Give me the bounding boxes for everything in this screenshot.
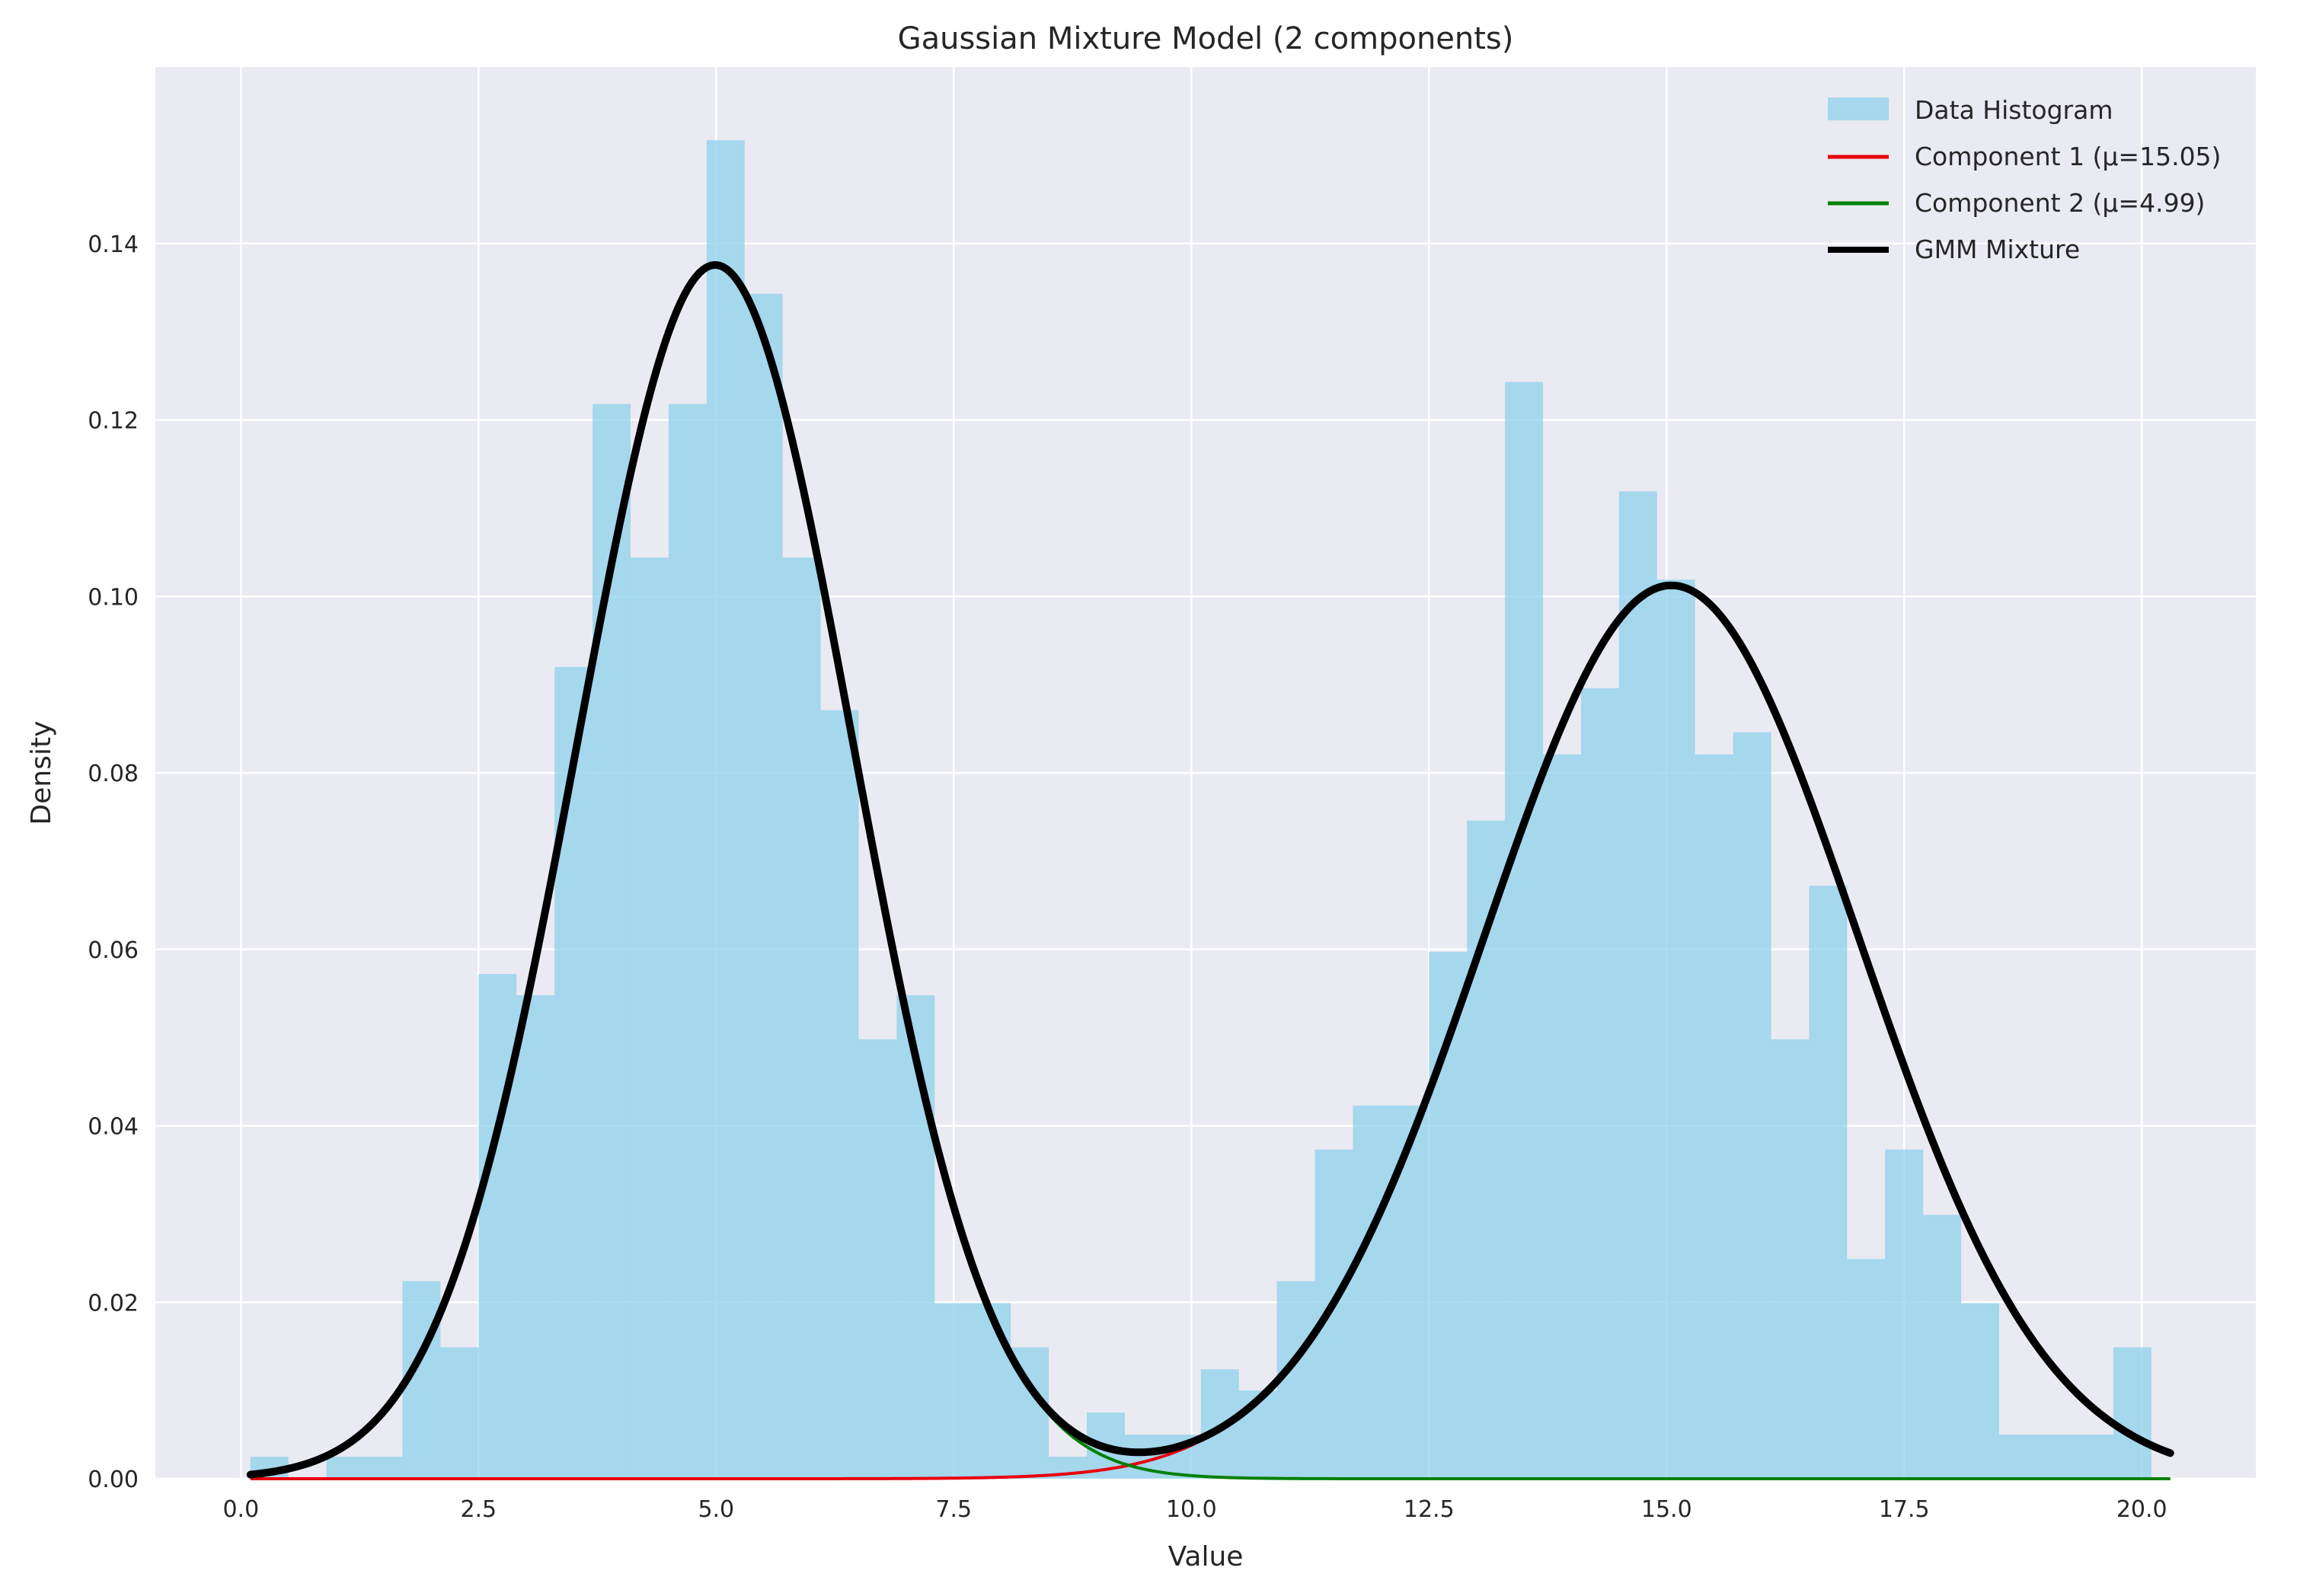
histogram-bar <box>1315 1149 1353 1479</box>
histogram-bar <box>554 666 593 1479</box>
histogram-bar <box>1618 491 1657 1479</box>
histogram-bar <box>934 1303 973 1479</box>
x-tick-label: 0.0 <box>222 1496 259 1523</box>
histogram-bar <box>1543 754 1581 1479</box>
histogram-bar <box>1353 1105 1391 1479</box>
y-tick-label: 0.14 <box>88 231 139 258</box>
histogram-bar <box>1695 754 1733 1479</box>
histogram-bar <box>973 1303 1011 1479</box>
x-tick-label: 17.5 <box>1879 1496 1930 1523</box>
legend-label: Component 1 (μ=15.05) <box>1915 142 2221 171</box>
legend-label: Data Histogram <box>1915 95 2113 125</box>
histogram-bar <box>2075 1435 2113 1479</box>
histogram-bar <box>516 995 555 1479</box>
y-tick-label: 0.02 <box>88 1290 139 1317</box>
legend-label: Component 2 (μ=4.99) <box>1915 188 2205 218</box>
y-tick-label: 0.08 <box>88 761 139 787</box>
histogram-bar <box>1809 886 1848 1479</box>
histogram-bar <box>1505 381 1544 1479</box>
histogram-bar <box>1771 1039 1810 1479</box>
x-tick-label: 5.0 <box>698 1496 734 1523</box>
x-tick-label: 12.5 <box>1404 1496 1455 1523</box>
y-tick-label: 0.06 <box>88 937 139 964</box>
histogram-bar <box>1733 732 1771 1479</box>
histogram-bar <box>2036 1435 2075 1479</box>
histogram-bar <box>1580 688 1619 1479</box>
histogram-bar <box>630 557 669 1479</box>
histogram-bar <box>1885 1149 1924 1479</box>
y-tick-label: 0.04 <box>88 1114 139 1141</box>
histogram-bar <box>1847 1259 1886 1479</box>
y-tick-label: 0.10 <box>88 584 139 611</box>
chart-title: Gaussian Mixture Model (2 components) <box>898 21 1514 56</box>
histogram-bar <box>820 710 859 1479</box>
histogram-bar <box>326 1457 365 1479</box>
histogram-bar <box>706 140 745 1479</box>
histogram-bar <box>1391 1105 1430 1479</box>
histogram-bar <box>1467 820 1506 1479</box>
x-tick-label: 15.0 <box>1641 1496 1692 1523</box>
x-tick-label: 20.0 <box>2116 1496 2167 1523</box>
histogram-bar <box>858 1039 897 1479</box>
x-tick-label: 10.0 <box>1166 1496 1217 1523</box>
x-axis-ticks: 0.0 2.5 5.0 7.5 10.0 12.5 15.0 17.5 20.0 <box>222 1496 2167 1523</box>
histogram-bar <box>364 1457 403 1479</box>
histogram-bar <box>782 557 821 1479</box>
histogram-bar <box>440 1347 479 1479</box>
histogram-bar <box>1999 1435 2037 1479</box>
histogram-bar <box>1656 579 1695 1479</box>
legend-label: GMM Mixture <box>1915 235 2080 264</box>
gmm-mixture-curve <box>246 260 2174 1479</box>
x-tick-label: 7.5 <box>935 1496 972 1523</box>
legend-swatch-histogram <box>1828 97 1889 120</box>
histogram-bar <box>2113 1347 2151 1479</box>
histogram-bars <box>250 140 2151 1479</box>
y-tick-label: 0.00 <box>88 1467 139 1493</box>
histogram-bar <box>896 995 935 1479</box>
y-axis-label: Density <box>26 721 57 825</box>
x-tick-label: 2.5 <box>460 1496 497 1523</box>
y-tick-label: 0.12 <box>88 408 139 435</box>
histogram-bar <box>1961 1303 2000 1479</box>
y-axis-ticks: 0.00 0.02 0.04 0.06 0.08 0.10 0.12 0.14 <box>88 231 139 1493</box>
histogram-bar <box>744 293 783 1479</box>
legend: Data Histogram Component 1 (μ=15.05) Compo… <box>1828 95 2221 264</box>
histogram-bar <box>1923 1215 1962 1479</box>
curves <box>246 260 2174 1480</box>
histogram-bar <box>478 974 517 1479</box>
histogram-bar <box>668 404 707 1479</box>
x-axis-label: Value <box>1168 1541 1244 1572</box>
